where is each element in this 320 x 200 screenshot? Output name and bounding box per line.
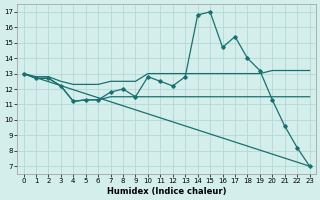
X-axis label: Humidex (Indice chaleur): Humidex (Indice chaleur) bbox=[107, 187, 226, 196]
